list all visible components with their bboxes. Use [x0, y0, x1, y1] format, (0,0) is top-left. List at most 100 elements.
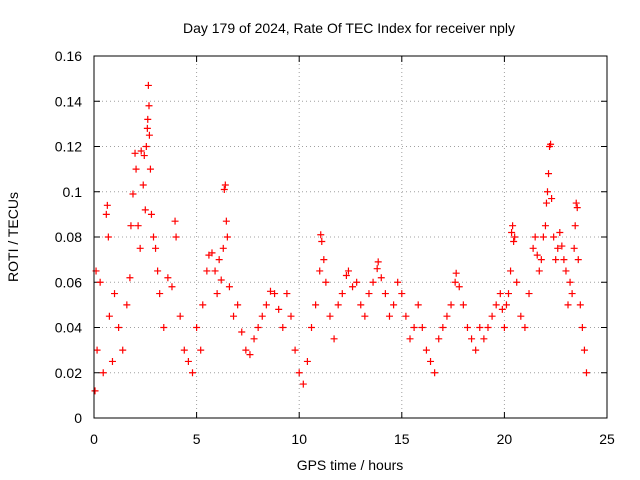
data-point	[484, 324, 492, 331]
x-tick-label: 10	[291, 431, 307, 447]
data-point	[221, 181, 229, 189]
data-point	[126, 274, 134, 282]
data-point	[365, 290, 373, 298]
data-point	[108, 357, 116, 365]
data-point	[349, 283, 357, 291]
data-point	[103, 201, 111, 209]
data-point	[139, 181, 147, 189]
data-point	[558, 242, 566, 250]
data-point	[422, 346, 430, 354]
y-tick-label: 0.16	[55, 48, 82, 64]
data-point	[322, 278, 330, 286]
data-point	[414, 301, 422, 309]
data-point	[513, 278, 521, 286]
x-axis-label: GPS time / hours	[297, 457, 404, 473]
data-point	[320, 256, 328, 264]
y-tick-label: 0.14	[55, 93, 82, 109]
data-point	[208, 249, 216, 257]
data-point	[455, 283, 463, 291]
data-point	[234, 301, 242, 309]
data-point	[451, 278, 459, 286]
data-point	[283, 290, 291, 298]
data-point	[330, 335, 338, 343]
y-axis-label: ROTI / TECUs	[5, 192, 21, 282]
data-point	[156, 290, 164, 298]
data-point	[91, 387, 99, 395]
data-point	[554, 244, 562, 252]
data-point	[262, 301, 270, 309]
data-point	[552, 256, 560, 264]
y-tick-label: 0.08	[55, 229, 82, 245]
data-point	[143, 124, 151, 132]
x-tick-label: 0	[90, 431, 98, 447]
data-point	[410, 324, 418, 331]
data-point	[492, 301, 500, 309]
data-point	[525, 290, 533, 298]
data-point	[342, 271, 350, 279]
data-point	[258, 312, 266, 320]
data-point	[562, 267, 570, 275]
data-point	[223, 233, 231, 241]
data-point	[141, 206, 149, 214]
data-point	[308, 324, 316, 331]
data-point	[219, 244, 227, 252]
data-point	[568, 290, 576, 298]
data-point	[418, 324, 426, 331]
data-point	[369, 278, 377, 286]
data-point	[326, 312, 334, 320]
data-point	[96, 278, 104, 286]
data-point	[266, 287, 274, 295]
data-point	[381, 290, 389, 298]
data-point	[238, 328, 246, 336]
data-point	[537, 256, 545, 264]
data-point	[242, 346, 250, 354]
data-point	[572, 199, 580, 207]
x-tick-label: 20	[497, 431, 513, 447]
data-point	[510, 238, 518, 246]
data-point	[508, 228, 516, 236]
data-point	[550, 233, 558, 241]
data-point	[390, 301, 398, 309]
data-point	[136, 244, 144, 252]
data-point	[193, 324, 201, 331]
data-point	[150, 233, 158, 241]
data-point	[160, 324, 168, 331]
data-point	[222, 217, 230, 225]
data-point	[517, 312, 525, 320]
data-point	[545, 170, 553, 178]
data-point	[134, 222, 142, 230]
y-tick-label: 0.02	[55, 365, 82, 381]
data-point	[541, 222, 549, 230]
data-point	[254, 324, 262, 331]
data-point	[543, 188, 551, 196]
x-tick-label: 25	[599, 431, 615, 447]
plot-frame	[93, 55, 608, 419]
data-point	[505, 290, 513, 298]
data-point	[480, 335, 488, 343]
data-point	[582, 369, 590, 377]
data-point	[318, 238, 326, 246]
data-point	[147, 210, 155, 218]
data-point	[542, 199, 550, 207]
data-point	[127, 222, 135, 230]
data-point	[361, 312, 369, 320]
data-point	[452, 269, 460, 277]
data-point	[180, 346, 188, 354]
y-tick-label: 0.1	[63, 184, 83, 200]
data-point	[250, 335, 258, 343]
data-point	[168, 283, 176, 291]
data-point	[468, 335, 476, 343]
data-point	[443, 312, 451, 320]
data-point	[502, 301, 510, 309]
data-point	[435, 335, 443, 343]
data-point	[427, 357, 435, 365]
data-point	[463, 324, 471, 331]
data-point	[533, 251, 541, 259]
data-point	[566, 278, 574, 286]
data-point	[99, 369, 107, 377]
data-point	[338, 290, 346, 298]
data-point	[197, 346, 205, 354]
data-point	[225, 283, 233, 291]
data-point	[303, 357, 311, 365]
